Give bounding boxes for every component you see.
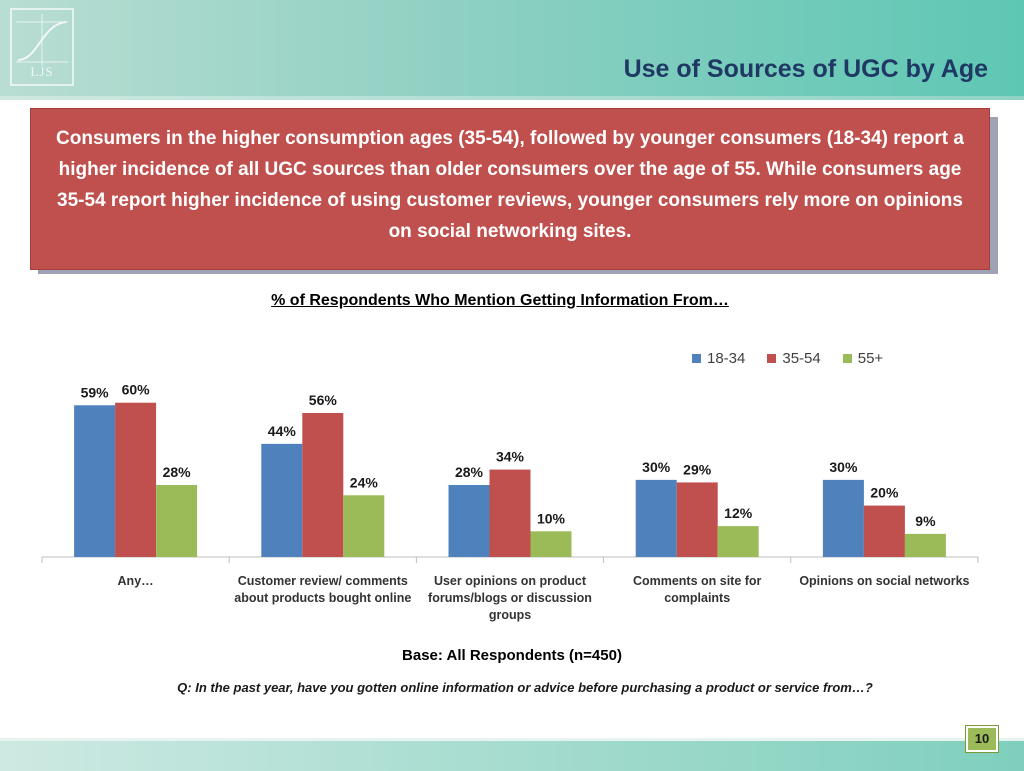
legend-item-55-plus: 55+ <box>842 349 884 367</box>
bar-55-plus-2 <box>530 531 572 557</box>
data-label: 20% <box>870 485 899 501</box>
bar-35-54-2 <box>489 469 531 557</box>
bar-18-34-0 <box>74 405 116 557</box>
data-label: 56% <box>309 392 338 408</box>
category-label-line: forums/blogs or discussion <box>428 591 592 605</box>
base-note: Base: All Respondents (n=450) <box>402 647 622 664</box>
data-label: 44% <box>268 423 297 439</box>
category-label: Comments on site for complaints <box>633 574 762 605</box>
data-label: 24% <box>350 474 379 490</box>
data-label: 29% <box>683 461 712 477</box>
data-label: 10% <box>537 510 566 526</box>
bar-35-54-0 <box>115 402 157 557</box>
legend-item-35-54: 35-54 <box>767 349 821 367</box>
bar-55-plus-0 <box>156 485 198 557</box>
legend-label-55-plus: 55+ <box>857 349 884 367</box>
category-label-line: Customer review/ comments <box>238 574 408 588</box>
bar-18-34-2 <box>448 485 490 557</box>
legend-label-35-54: 35-54 <box>782 349 821 367</box>
category-label-line: Comments on site for <box>633 574 762 588</box>
data-label: 30% <box>829 459 858 475</box>
logo-text: LJS <box>30 64 54 79</box>
bar-55-plus-3 <box>717 526 759 557</box>
category-label: User opinions on product forums/blogs or … <box>428 574 592 622</box>
bar-35-54-4 <box>863 505 905 557</box>
category-label-line: Opinions on social networks <box>799 574 969 588</box>
data-label: 28% <box>455 464 484 480</box>
bar-35-54-1 <box>302 413 344 557</box>
category-label: Any… <box>118 574 154 588</box>
bar-chart: 59% 60% 28% Any… 44% 56% 24% Customer review/ c… <box>41 382 979 622</box>
category-label-line: complaints <box>664 591 730 605</box>
legend-swatch-55-plus <box>842 353 852 363</box>
data-label: 60% <box>122 382 151 398</box>
chart-title: % of Respondents Who Mention Getting Inf… <box>271 292 729 309</box>
legend-swatch-35-54 <box>767 353 777 363</box>
bar-55-plus-4 <box>904 533 946 557</box>
category-label-line: about products bought online <box>234 591 411 605</box>
data-label: 9% <box>915 513 936 529</box>
footer-band <box>0 738 1024 771</box>
bar-18-34-4 <box>822 479 864 557</box>
page-title: Use of Sources of UGC by Age <box>623 55 988 83</box>
category-label-line: Any… <box>118 574 154 588</box>
header-band <box>0 0 1024 96</box>
legend-swatch-18-34 <box>692 353 701 363</box>
data-label: 30% <box>642 459 671 475</box>
legend-item-18-34: 18-34 <box>692 350 745 367</box>
logo-curve-icon <box>16 14 68 66</box>
summary-callout: Consumers in the higher consumption ages… <box>30 108 990 270</box>
category-label-line: User opinions on product <box>434 574 587 588</box>
data-label: 34% <box>496 449 525 465</box>
page-number: 10 <box>966 726 998 752</box>
legend-label-18-34: 18-34 <box>707 349 746 367</box>
data-label: 59% <box>81 384 110 400</box>
category-label: Customer review/ comments about products … <box>234 574 411 605</box>
chart-legend: 18-34 35-54 55+ <box>692 348 905 368</box>
category-label-line: groups <box>489 608 531 622</box>
bar-18-34-1 <box>261 443 303 557</box>
question-note: Q: In the past year, have you gotten onl… <box>177 680 873 695</box>
company-logo: LJS <box>10 8 74 86</box>
bar-55-plus-1 <box>343 495 385 557</box>
bar-35-54-3 <box>676 482 718 557</box>
bar-18-34-3 <box>635 479 677 557</box>
category-label: Opinions on social networks <box>799 574 969 588</box>
header-divider <box>0 96 1024 100</box>
data-label: 12% <box>724 505 753 521</box>
data-label: 28% <box>163 464 192 480</box>
